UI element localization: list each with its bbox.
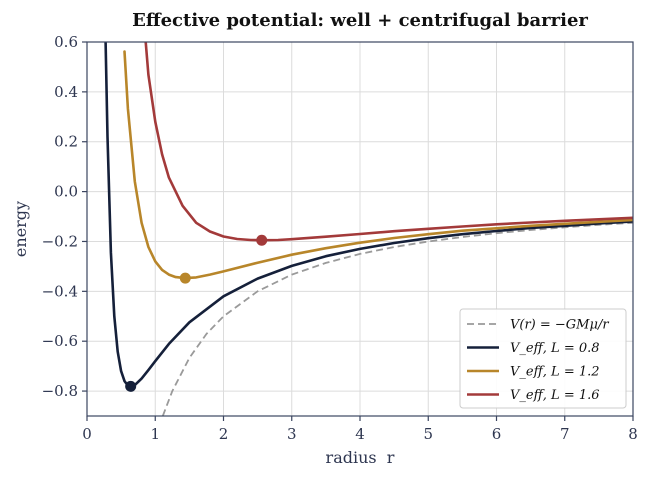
y-tick-label: 0.6 (54, 33, 78, 51)
legend-label-2: V_eff, L = 1.2 (510, 365, 600, 380)
y-axis-label: energy (11, 201, 30, 257)
legend-label-1: V_eff, L = 0.8 (510, 341, 600, 356)
y-tick-label: −0.4 (42, 282, 78, 300)
y-tick-label: 0.2 (54, 133, 78, 151)
minimum-point-1 (125, 380, 137, 392)
plot-area (104, 42, 633, 416)
series-line-0 (161, 221, 633, 416)
legend-label-3: V_eff, L = 1.6 (510, 388, 600, 403)
legend: V(r) = −GMμ/r V_eff, L = 0.8 V_eff, L = 1.… (459, 308, 627, 409)
x-tick-label: 1 (150, 425, 160, 443)
x-axis-label: radius r (326, 448, 395, 467)
minimum-point-2 (179, 272, 191, 284)
y-tick-label: 0.0 (54, 183, 78, 201)
x-tick-label: 5 (423, 425, 433, 443)
minimum-markers (125, 234, 268, 392)
series-line-2 (123, 50, 633, 280)
axis-ticks: 0 1 2 3 4 5 6 7 8 −0.8 −0.6 −0.4 −0.2 0.0 0.2 0.4 0.6 (42, 33, 638, 443)
y-tick-label: −0.8 (42, 382, 78, 400)
x-tick-label: 2 (219, 425, 229, 443)
x-tick-label: 7 (560, 425, 570, 443)
x-tick-label: 3 (287, 425, 297, 443)
series-line-3 (144, 42, 633, 242)
y-tick-label: −0.2 (42, 232, 78, 250)
minimum-point-3 (256, 234, 268, 246)
x-tick-label: 6 (492, 425, 502, 443)
series-line-1 (104, 42, 633, 388)
y-tick-label: −0.6 (42, 332, 78, 350)
x-tick-label: 4 (355, 425, 365, 443)
legend-box (459, 308, 627, 409)
y-tick-label: 0.4 (54, 83, 78, 101)
x-tick-label: 8 (628, 425, 638, 443)
x-tick-label: 0 (82, 425, 92, 443)
legend-label-0: V(r) = −GMμ/r (510, 318, 609, 333)
chart-title: Effective potential: well + centrifugal … (132, 10, 588, 31)
